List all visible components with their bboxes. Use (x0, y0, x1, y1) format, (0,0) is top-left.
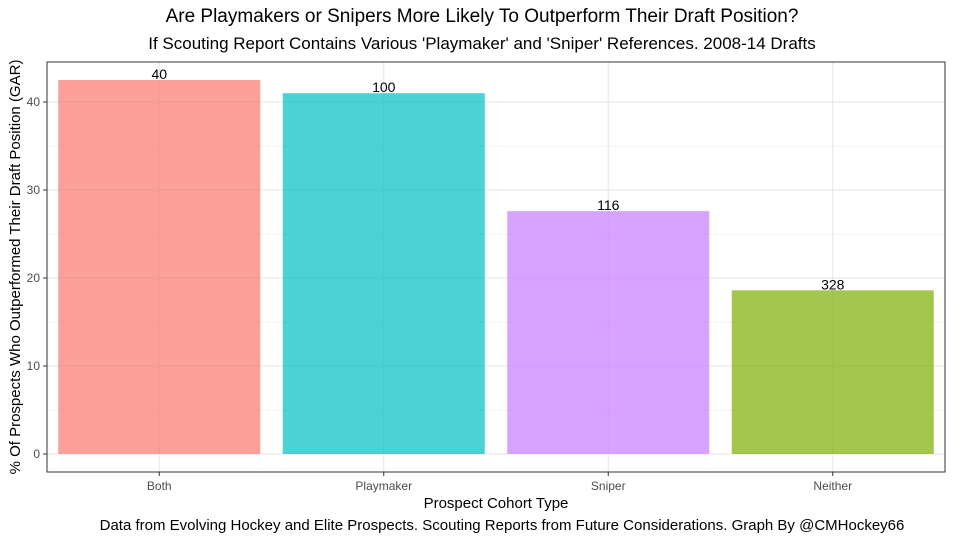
x-tick-label-both: Both (147, 479, 172, 493)
bars (58, 80, 934, 454)
data-label-sniper: 116 (597, 197, 620, 213)
y-tick-label: 10 (27, 359, 41, 373)
x-tick-label-neither: Neither (813, 479, 852, 493)
x-tick-label-sniper: Sniper (591, 479, 626, 493)
x-tick-label-playmaker: Playmaker (355, 479, 412, 493)
axes: 0 10 20 30 40 Both Playmaker Sniper Neither (27, 95, 852, 493)
y-tick-label: 0 (33, 447, 40, 461)
y-tick-label: 30 (27, 183, 41, 197)
y-tick-label: 40 (27, 95, 41, 109)
x-axis-title: Prospect Cohort Type (424, 495, 569, 512)
chart-caption: Data from Evolving Hockey and Elite Pros… (99, 517, 905, 534)
bar-neither (731, 290, 934, 454)
bar-both (58, 80, 261, 454)
data-label-both: 40 (151, 66, 167, 82)
bar-sniper (507, 211, 710, 454)
y-axis-title: % Of Prospects Who Outperformed Their Dr… (7, 60, 24, 475)
chart-title: Are Playmakers or Snipers More Likely To… (165, 6, 799, 27)
y-tick-label: 20 (27, 271, 41, 285)
chart-subtitle: If Scouting Report Contains Various 'Pla… (148, 34, 816, 53)
data-labels: 40 100 116 328 (151, 66, 844, 292)
data-label-playmaker: 100 (372, 79, 396, 95)
data-label-neither: 328 (821, 276, 845, 292)
bar-playmaker (282, 93, 485, 454)
plot-panel-border (46, 61, 946, 473)
